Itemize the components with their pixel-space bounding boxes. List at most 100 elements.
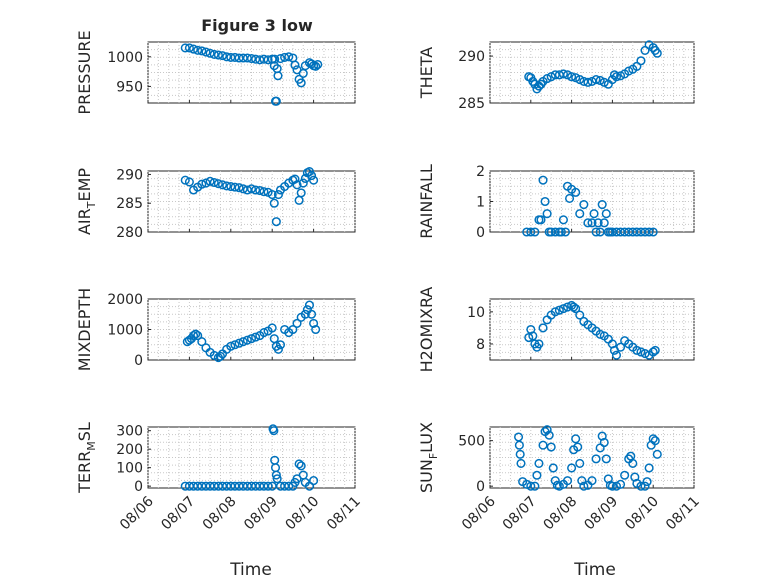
data-point (188, 331, 199, 341)
data-point (558, 215, 568, 225)
data-point (306, 171, 317, 181)
data-point (650, 436, 660, 446)
x-tick-label: 08/11 (663, 494, 703, 534)
subplot-3: 280 285 290 AIRTEMP (75, 167, 356, 241)
data-point (273, 344, 283, 354)
data-point (313, 59, 323, 70)
data-point (573, 442, 583, 452)
data-point (562, 302, 573, 312)
x-tick-label: 08/09 (581, 494, 621, 534)
data-point (271, 96, 281, 106)
data-point (300, 309, 310, 319)
x-tick-label: 08/06 (117, 493, 157, 533)
data-point (197, 337, 207, 347)
data-point (538, 175, 548, 185)
data-point (217, 51, 228, 61)
data-point (556, 227, 566, 237)
data-point (534, 339, 544, 349)
data-point (273, 71, 283, 81)
data-point (234, 183, 244, 193)
data-point (230, 340, 240, 350)
data-point (226, 181, 236, 192)
data-point (648, 434, 658, 444)
data-point (632, 345, 642, 355)
data-point (536, 215, 546, 225)
data-point (569, 302, 579, 312)
data-point (180, 175, 190, 185)
subplot-2: 285 290 THETA (417, 40, 695, 112)
y-tick-label: 1000 (107, 323, 143, 339)
data-point (583, 77, 593, 87)
data-point (205, 176, 215, 186)
data-point (259, 328, 269, 338)
y-tick-label: 285 (458, 96, 485, 112)
data-point (234, 338, 244, 348)
data-point (275, 340, 286, 350)
data-point (215, 351, 225, 361)
y-tick-label: 950 (116, 79, 143, 95)
data-point (201, 47, 211, 57)
data-point (213, 50, 223, 60)
data-point (589, 209, 599, 219)
data-point (296, 461, 306, 471)
data-point (650, 345, 660, 355)
y-tick-label: 290 (116, 167, 143, 183)
data-point (526, 227, 536, 237)
data-point (636, 481, 646, 491)
data-point (542, 425, 552, 435)
data-point (290, 174, 300, 184)
y-tick-label: 2 (476, 164, 485, 180)
data-point (644, 463, 654, 473)
data-point (269, 426, 279, 436)
data-point (246, 334, 257, 344)
y-axis-label: H2OMIXRA (417, 287, 436, 373)
data-point (591, 454, 601, 464)
y-tick-label: 300 (116, 424, 143, 440)
data-point (524, 332, 534, 343)
data-point (209, 177, 219, 188)
data-point (259, 187, 269, 197)
data-point (567, 463, 577, 473)
data-point (251, 332, 261, 342)
data-point (591, 227, 601, 237)
data-point (597, 200, 607, 210)
data-point (263, 55, 273, 65)
data-point (296, 188, 306, 198)
data-point (309, 476, 319, 486)
data-point (217, 180, 228, 190)
data-point (246, 54, 257, 64)
data-point (534, 458, 544, 468)
y-tick-label: 100 (116, 461, 143, 477)
data-point (193, 331, 203, 341)
data-point (292, 318, 302, 328)
data-point (611, 350, 622, 360)
data-point (560, 227, 571, 237)
y-tick-label: 1 (476, 195, 485, 211)
data-point (538, 440, 548, 450)
data-point (184, 43, 194, 53)
data-point (269, 198, 279, 208)
x-tick-label: 08/11 (324, 494, 364, 534)
y-tick-label: 0 (134, 479, 143, 495)
y-axis-label: TERRMSL (75, 422, 98, 494)
data-point (242, 53, 252, 63)
y-tick-label: 290 (458, 49, 485, 65)
subplot-8: 0 500 08/06 08/07 08/08 08/09 08/10 08/11 SUNFLU… (417, 422, 703, 533)
data-point (593, 218, 603, 228)
data-point (311, 324, 321, 335)
subplot-5: 0 1000 2000 MIXDEPTH (75, 288, 356, 371)
data-point (532, 470, 542, 480)
data-point (652, 48, 662, 58)
data-point (528, 331, 538, 341)
data-point (222, 181, 232, 191)
data-point (514, 440, 524, 450)
data-point (538, 323, 548, 333)
y-tick-label: 1000 (107, 50, 143, 66)
y-tick-label: 10 (467, 305, 485, 321)
data-point (263, 481, 273, 491)
data-point (577, 476, 587, 486)
data-point (558, 69, 568, 79)
data-point (270, 54, 280, 64)
data-point (184, 177, 194, 187)
